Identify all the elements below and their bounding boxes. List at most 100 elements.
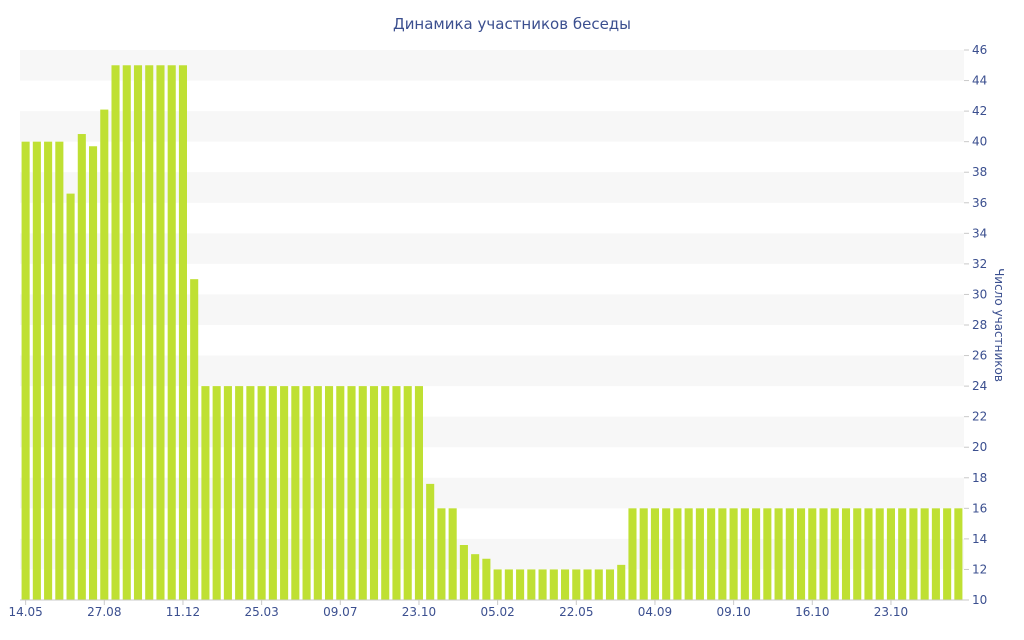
bar (268, 386, 277, 600)
bar (403, 386, 412, 600)
y-tick-label: 28 (972, 318, 987, 332)
x-axis-ticks: 14.05 27.08 11.12 25.03 09.07 23.10 05.02 22.05… (8, 600, 908, 619)
bar (471, 554, 480, 600)
bar (77, 134, 86, 600)
bar (32, 141, 41, 601)
bar (819, 508, 828, 600)
bar (313, 386, 322, 600)
x-tick-label: 16.10 (795, 605, 829, 619)
bar (100, 109, 109, 600)
bar (875, 508, 884, 600)
bar (133, 65, 143, 600)
y-tick-label: 12 (972, 562, 987, 576)
bar (583, 569, 592, 600)
bar (201, 386, 210, 600)
bar (516, 569, 525, 600)
y-tick-label: 20 (972, 440, 987, 454)
bar (302, 386, 311, 600)
x-tick-label: 09.10 (716, 605, 750, 619)
bar (336, 386, 345, 600)
bar (145, 65, 154, 600)
bar (830, 508, 839, 600)
bar (943, 508, 952, 600)
y-tick-label: 46 (972, 43, 987, 57)
bar (426, 483, 435, 600)
bar (886, 508, 895, 600)
y-tick-label: 32 (972, 257, 987, 271)
bar (156, 65, 165, 600)
y-axis-ticks: 10 12 14 16 18 20 22 24 26 28 30 32 34 36 38 40 42 44 46 (964, 43, 987, 607)
y-tick-label: 14 (972, 532, 987, 546)
bar (662, 508, 671, 600)
bar (448, 508, 457, 600)
y-tick-label: 26 (972, 349, 987, 363)
bar (325, 386, 334, 600)
y-tick-label: 30 (972, 287, 987, 301)
bar (572, 569, 581, 600)
bar (898, 508, 907, 600)
bar (223, 386, 232, 600)
bar (190, 279, 199, 600)
bar (89, 146, 98, 600)
x-tick-label: 11.12 (166, 605, 200, 619)
grid-band (20, 355, 964, 387)
bar (167, 65, 176, 600)
bar (740, 508, 749, 600)
y-tick-label: 18 (972, 471, 987, 485)
y-tick-label: 36 (972, 196, 987, 210)
x-tick-label: 04.09 (638, 605, 672, 619)
bar (55, 141, 64, 601)
grid-band (20, 416, 964, 448)
bar (853, 508, 862, 600)
bar (178, 65, 187, 600)
bar (752, 508, 761, 600)
bar (493, 569, 502, 600)
bar (392, 386, 401, 600)
bar (280, 386, 289, 600)
bar (21, 141, 30, 601)
bar (650, 508, 659, 600)
bar (459, 545, 468, 600)
bar (212, 386, 221, 600)
bar (909, 508, 918, 600)
bar (639, 508, 648, 600)
bar (482, 558, 491, 600)
bar (414, 386, 423, 600)
bar (864, 508, 873, 600)
bar (246, 386, 255, 600)
x-tick-label: 14.05 (8, 605, 42, 619)
bar (257, 386, 266, 600)
y-tick-label: 40 (972, 135, 987, 149)
bar (841, 508, 851, 600)
bar (504, 569, 513, 600)
bar (369, 386, 379, 600)
grid-bands (20, 50, 964, 570)
bar (235, 386, 244, 600)
bar (549, 569, 558, 600)
grid-band (20, 538, 964, 570)
bar (954, 508, 963, 600)
bar (291, 386, 300, 600)
bar (44, 141, 53, 601)
bar (111, 65, 120, 600)
grid-band (20, 172, 964, 203)
bar (797, 508, 806, 600)
bar (763, 508, 772, 600)
bar (527, 569, 536, 600)
y-tick-label: 16 (972, 501, 987, 515)
x-tick-label: 27.08 (87, 605, 121, 619)
bar (66, 193, 75, 601)
bar (358, 386, 367, 600)
y-tick-label: 10 (972, 593, 987, 607)
x-tick-label: 05.02 (480, 605, 514, 619)
x-tick-label: 25.03 (244, 605, 278, 619)
y-tick-label: 38 (972, 165, 987, 179)
x-tick-label: 23.10 (874, 605, 908, 619)
bar (617, 564, 626, 600)
bar (594, 569, 603, 600)
bar (122, 65, 131, 600)
bar (785, 508, 794, 600)
bar (729, 508, 738, 600)
